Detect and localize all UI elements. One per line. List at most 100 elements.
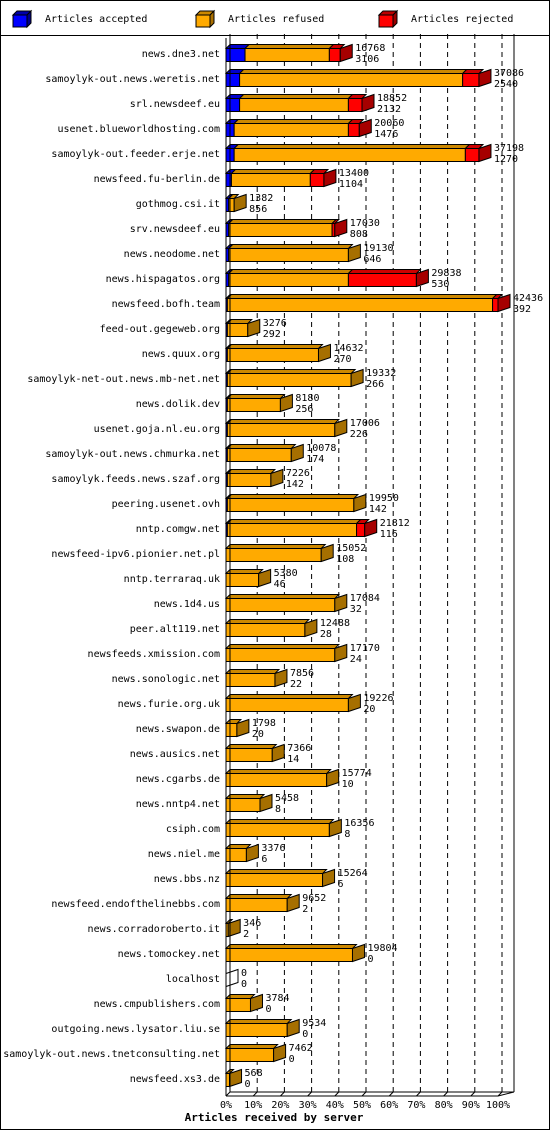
server-label: newsfeed.fu-berlin.de [94,174,220,185]
x-tick-label: 10% [244,1100,262,1111]
bar-refused [226,298,494,312]
value-total: 7856 [290,668,314,679]
bar-end-cap [259,793,273,813]
server-label: news.nntp4.net [136,799,220,810]
tick-80 [443,1091,448,1097]
bar-end-cap [497,293,511,313]
legend-swatch-refused [194,9,216,29]
bar-refused-top [226,419,341,424]
server-label: samoylyk-out.news.tnetconsulting.net [3,1049,220,1060]
server-label: localhost [166,974,220,985]
bar-end-cap [415,268,429,288]
value-total: 17030 [350,218,380,229]
bar-refused-top [226,444,297,449]
value-total: 17084 [350,593,380,604]
tick-100 [497,1091,503,1097]
bar-rejected [356,523,366,537]
bar-rejected-top [347,94,368,99]
bar-rejected-top [330,219,341,224]
value-count: 0 [367,954,373,965]
bar-refused-top [224,544,327,549]
x-tick-label: 70% [407,1100,425,1111]
server-label: samoylyk-out.feeder.erje.net [51,149,220,160]
x-tick-label: 20% [271,1100,289,1111]
server-label: samoylyk-out.news.weretis.net [45,74,220,85]
bar-refused [225,698,349,712]
bar-end-cap [286,893,300,913]
value-count: 0 [302,1029,308,1040]
bar-end-cap [347,243,361,263]
value-total: 9652 [302,893,326,904]
bar-refused-top [238,69,468,74]
value-total: 16356 [344,818,374,829]
bar-rejected [328,48,341,62]
bar-refused-top [224,1019,293,1024]
bar-rejected [464,148,480,162]
bar-refused-top [224,569,264,574]
value-total: 19332 [366,368,396,379]
bar-refused [225,948,353,962]
bar-accepted [225,73,241,87]
bar-refused [225,748,273,762]
bars-layer [224,43,511,1088]
bar-rejected-top [355,519,370,524]
server-label: news.niel.me [148,849,220,860]
bar-refused-top [226,394,286,399]
bar-refused [226,398,281,412]
server-label: peering.usenet.ovh [112,499,220,510]
server-label: news.tomockey.net [118,949,220,960]
value-count: 174 [306,454,324,465]
value-count: 28 [320,629,332,640]
bar-rejected [347,123,360,137]
value-count: 0 [265,1004,271,1015]
bar-end-cap [270,468,284,488]
value-total: 0 [241,968,247,979]
server-label: nntp.terraraq.uk [124,574,220,585]
server-label: samoylyk-net-out.news.mb-net.net [27,374,220,385]
server-label: news.cgarbs.de [136,774,220,785]
bar-end-cap [271,743,285,763]
value-total: 3784 [265,993,289,1004]
value-total: 21812 [380,518,410,529]
bar-refused-top [224,919,234,924]
x-tick-label: 100% [486,1100,510,1111]
server-label: news.swapon.de [136,724,220,735]
x-tick-label: 60% [380,1100,398,1111]
value-count: 10 [342,779,354,790]
bar-refused-top [243,44,335,49]
bar-refused [226,373,352,387]
legend-label-rejected: Articles rejected [411,14,514,25]
value-count: 0 [245,1079,251,1090]
bar-refused [225,898,288,912]
value-count: 1270 [494,154,518,165]
bar-end-cap [334,218,348,238]
bar-end-cap [328,818,342,838]
value-total: 15264 [338,868,368,879]
bar-end-cap [478,68,492,88]
server-label: news.bbs.nz [154,874,220,885]
bar-rejected-top [491,294,504,299]
x-axis-title: Articles received by server [185,1111,364,1124]
bar-rejected [492,298,499,312]
axis-layer: 0% 10% 20% 30% 40% 50% 60% 70% 80% 90% 100% [220,34,515,1111]
bar-refused [225,723,238,737]
bar-refused-top [224,769,332,774]
value-count: 266 [366,379,384,390]
bar-end-cap [358,118,372,138]
bar-refused [228,248,349,262]
x-tick-label: 90% [462,1100,480,1111]
tick-50 [361,1091,367,1097]
bar-end-cap [322,868,336,888]
bar-refused [226,348,319,362]
server-label: newsfeed-ipv6.pionier.net.pl [51,549,220,560]
bar-refused [239,73,464,87]
value-total: 17170 [350,643,380,654]
bar-refused [225,1023,288,1037]
bar-refused [225,823,330,837]
value-count: 808 [350,229,368,240]
value-count: 256 [295,404,313,415]
bar-end-cap [233,193,247,213]
value-count: 0 [241,979,247,990]
legend-label-refused: Articles refused [228,14,325,25]
